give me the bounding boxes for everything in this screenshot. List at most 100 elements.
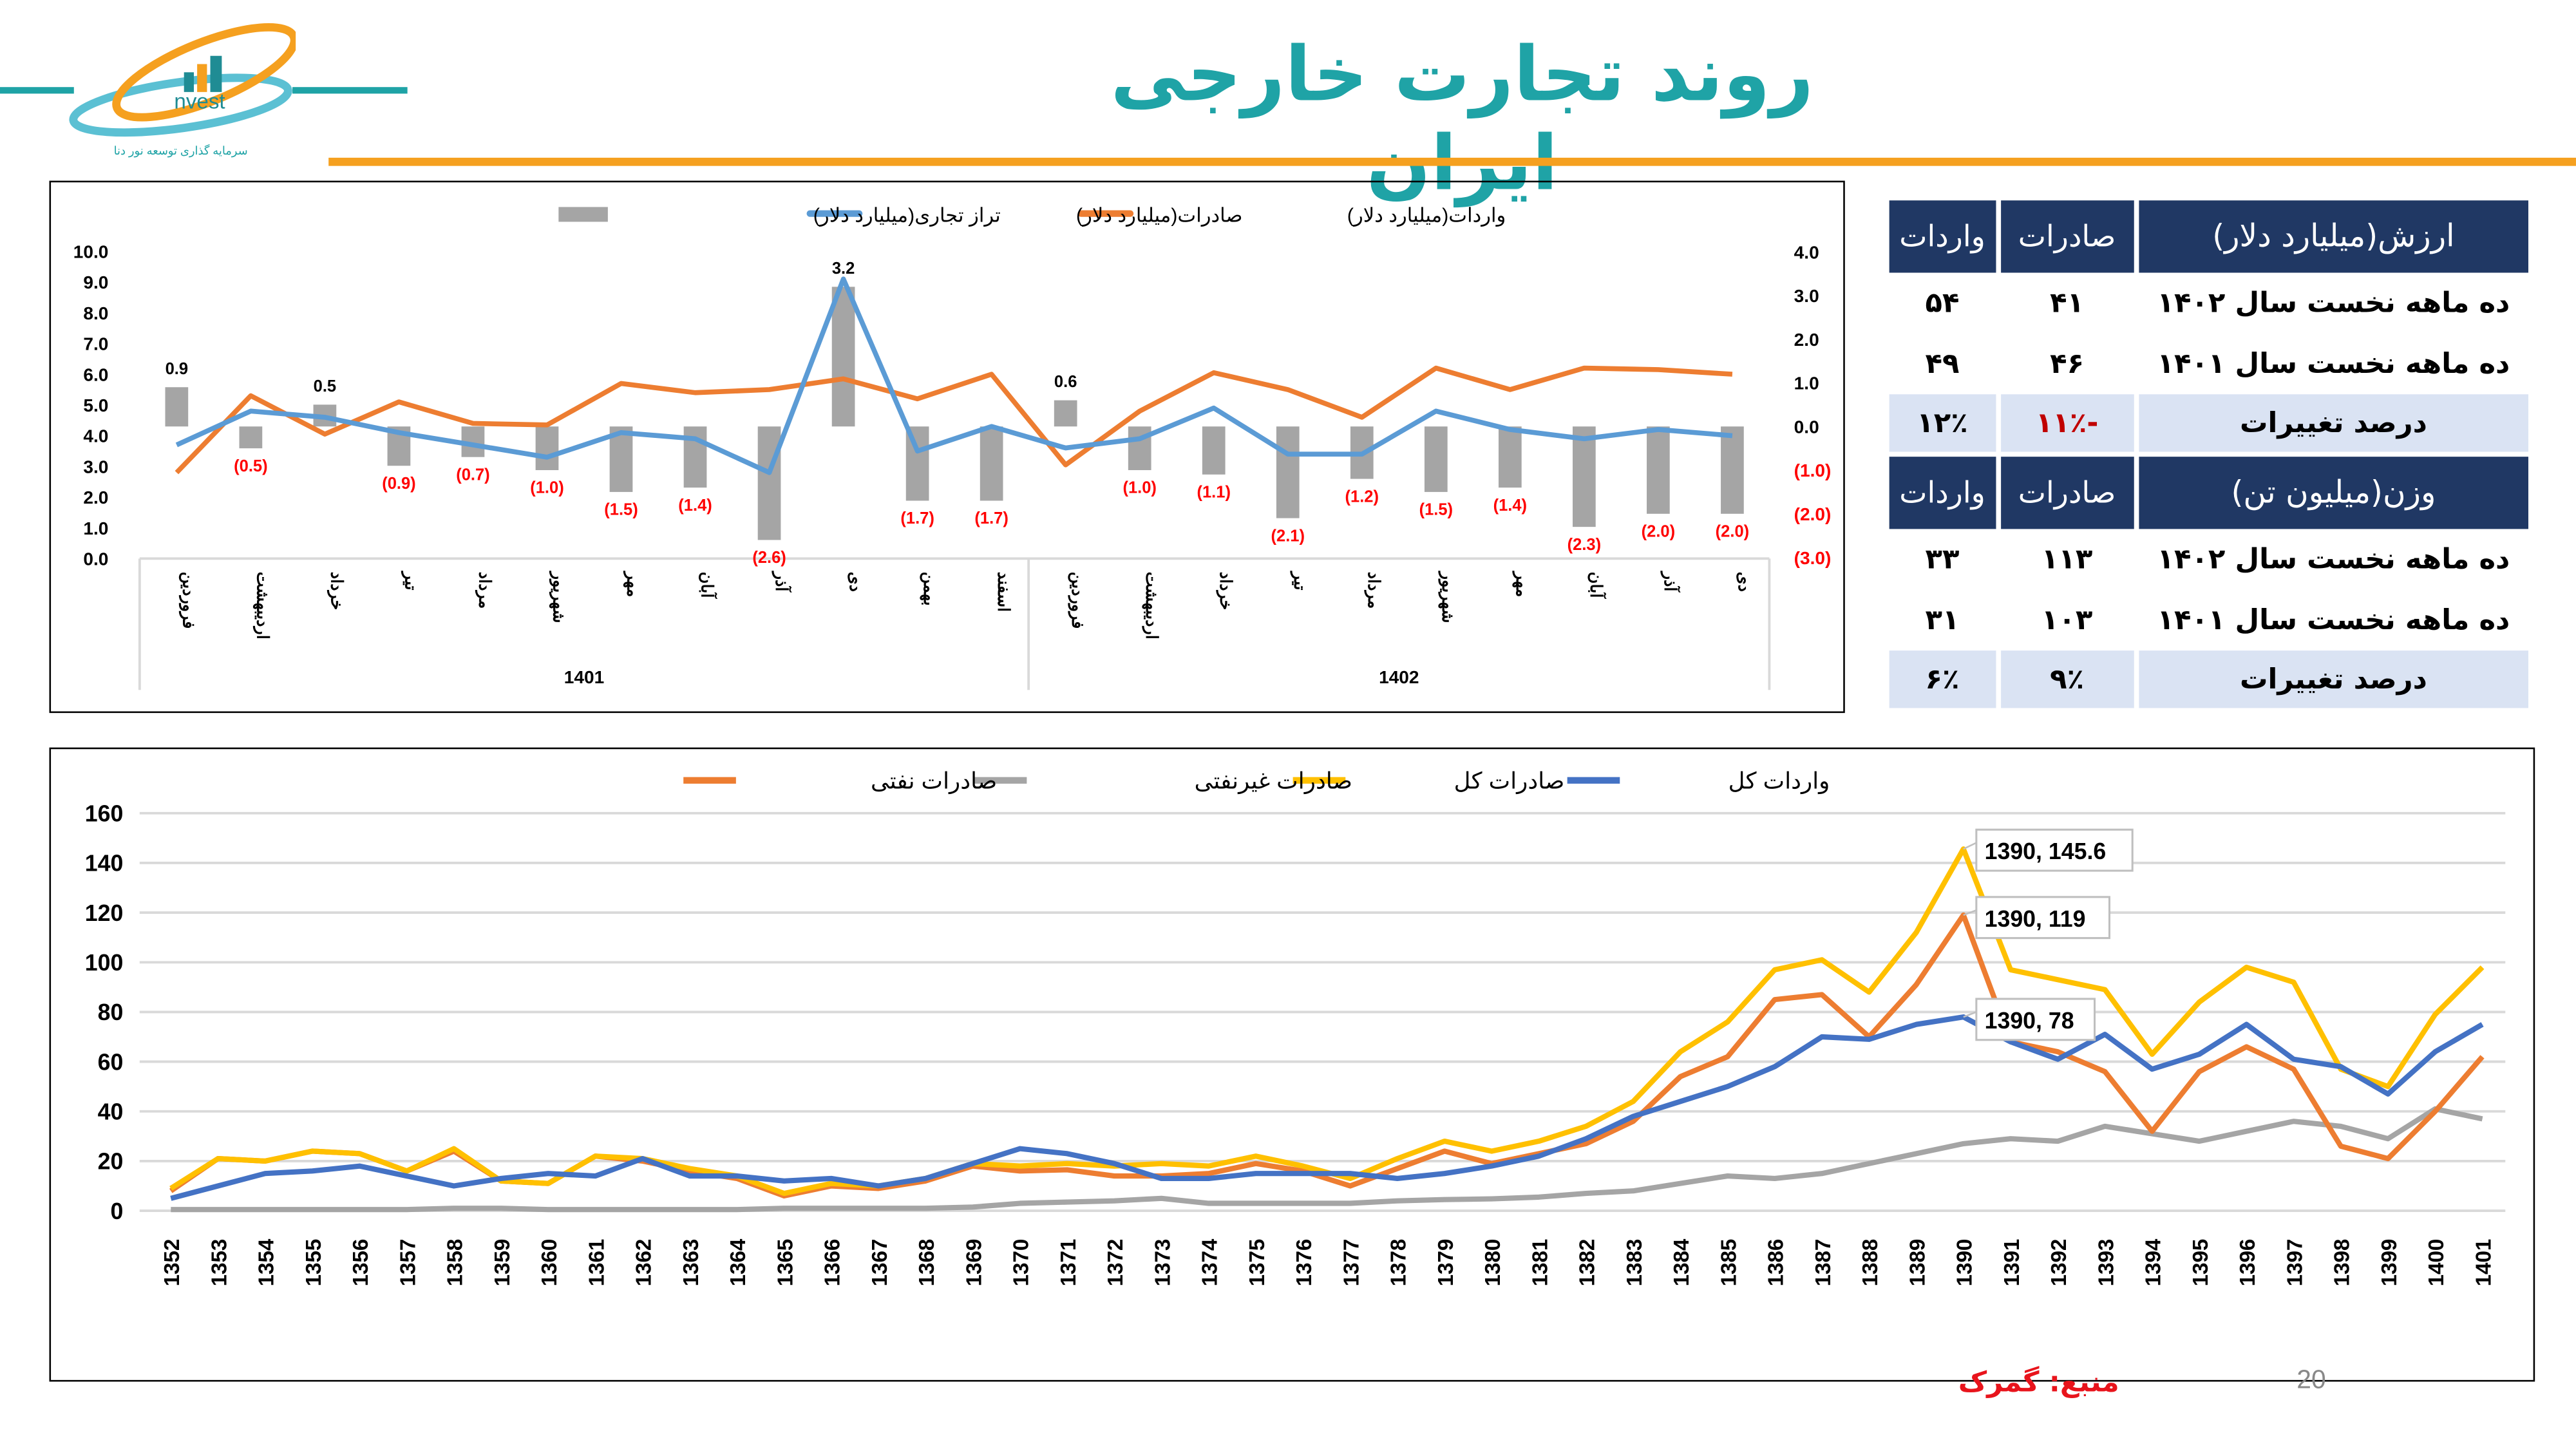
trade-balance-label: (2.0): [1642, 523, 1675, 541]
trade-balance-label: (1.7): [900, 509, 934, 527]
x-axis-tick: 1384: [1670, 1238, 1694, 1286]
total-imports-point: [2152, 1068, 2153, 1070]
non-oil-exports-point: [2246, 1131, 2247, 1132]
month-label: اسفند: [994, 572, 1012, 612]
month-label: تیر: [401, 571, 420, 591]
oil-exports-point: [1821, 994, 1823, 995]
header-rule-right: [292, 87, 408, 94]
non-oil-exports-point: [925, 1208, 926, 1209]
trade-balance-bar: [1276, 426, 1300, 518]
y-axis-tick: 60: [98, 1049, 124, 1075]
month-label: فروردین: [1068, 572, 1086, 629]
trade-balance-label: (0.7): [456, 466, 489, 484]
left-axis-tick: 9.0: [83, 272, 108, 292]
total-exports-point: [1444, 1141, 1445, 1142]
left-axis-tick: 3.0: [83, 457, 108, 477]
total-imports-point: [548, 1173, 549, 1174]
right-axis-tick: (1.0): [1794, 460, 1832, 480]
trade-balance-label: (1.4): [678, 497, 712, 515]
x-axis-tick: 1383: [1623, 1239, 1647, 1287]
exports-point: [1287, 453, 1289, 455]
imports-point: [1732, 374, 1733, 375]
left-axis-tick: 5.0: [83, 395, 108, 415]
change-row: درصد تغییرات -۱۱٪ ۱۲٪: [1889, 394, 2528, 452]
row-label: درصد تغییرات: [2138, 394, 2528, 452]
total-exports-point: [2435, 1014, 2436, 1015]
oil-exports-point: [2152, 1131, 2153, 1132]
trade-balance-label: (1.5): [1419, 501, 1453, 519]
non-oil-exports-point: [2199, 1141, 2200, 1142]
month-label: فروردین: [179, 572, 198, 629]
callout-label: 1390, 145.6: [1985, 838, 2107, 864]
non-oil-exports-point: [1727, 1175, 1728, 1177]
x-axis-tick: 1352: [160, 1239, 184, 1287]
month-label: مهر: [623, 571, 642, 597]
legend-total-imports-text: واردات کل: [1728, 768, 1830, 794]
total-imports-point: [1727, 1086, 1728, 1087]
total-imports-point: [1916, 1024, 1917, 1025]
y-axis-tick: 120: [85, 900, 124, 926]
total-imports-point: [1680, 1101, 1681, 1102]
legend-imports-text: واردات(میلیارد دلار): [1347, 204, 1506, 227]
page-number: 20: [2297, 1367, 2326, 1395]
annual-trade-chart: 0 20 40 60 80 100 120 140 160 1352 1353 1354 1355 135…: [49, 747, 2535, 1382]
table-row: ده ماهه نخست سال ۱۴۰۲ ۴۱ ۵۴: [1889, 272, 2528, 333]
y-axis-tick: 0: [110, 1198, 123, 1224]
total-exports-point: [2152, 1054, 2153, 1055]
trade-balance-bar: [1721, 426, 1744, 514]
month-label: آذر: [1660, 571, 1681, 593]
x-axis-tick: 1372: [1104, 1239, 1128, 1287]
x-axis-tick: 1380: [1481, 1239, 1505, 1287]
non-oil-exports-point: [878, 1208, 879, 1209]
trade-balance-bar: [1573, 426, 1596, 527]
trade-balance-label: (0.5): [234, 457, 267, 475]
x-axis-tick: 1387: [1812, 1239, 1835, 1287]
callout-label: 1390, 78: [1985, 1008, 2074, 1034]
non-oil-exports-point: [595, 1209, 596, 1210]
annual-trade-chart-svg: 0 20 40 60 80 100 120 140 160 1352 1353 1354 1355 135…: [85, 768, 2506, 1287]
change-row: درصد تغییرات ۹٪ ۶٪: [1889, 650, 2528, 708]
total-exports-point: [265, 1160, 266, 1162]
month-label: تیر: [1290, 571, 1309, 591]
non-oil-exports-point: [453, 1208, 455, 1209]
x-axis-tick: 1369: [962, 1239, 986, 1287]
trade-balance-bar: [1054, 400, 1077, 427]
exports-cell: ۱۱۳: [2041, 543, 2093, 576]
trade-balance-label: (2.1): [1271, 527, 1305, 545]
right-axis-tick: 0.0: [1794, 417, 1819, 437]
non-oil-exports-point: [1019, 1203, 1021, 1204]
total-imports-point: [1066, 1153, 1068, 1154]
weight-header: وزن(میلیون تن): [2138, 457, 2528, 529]
table-row: ده ماهه نخست سال ۱۴۰۲ ۱۱۳ ۳۳: [1889, 529, 2528, 589]
exports-point: [1361, 453, 1363, 455]
header-underline: [328, 157, 2576, 166]
imports-header: واردات: [1889, 457, 1996, 529]
y-axis-tick: 160: [85, 801, 124, 827]
right-axis-tick: (2.0): [1794, 504, 1832, 524]
callout-box: [1975, 896, 2111, 940]
trade-balance-label: 3.2: [832, 260, 855, 278]
trade-balance-bar: [757, 426, 781, 540]
exports-cell: ۱۰۳: [2041, 603, 2093, 637]
x-axis-tick: 1364: [726, 1238, 750, 1286]
x-axis-tick: 1395: [2189, 1239, 2213, 1287]
month-label: دی: [1735, 572, 1753, 592]
x-axis-tick: 1382: [1576, 1239, 1600, 1287]
x-axis-tick: 1359: [491, 1239, 515, 1287]
month-label: اردیبهشت: [253, 572, 272, 639]
legend-trade-balance-swatch: [558, 207, 608, 222]
imports-cell: ۴۹: [1925, 347, 1960, 381]
imports-cell: ۵۴: [1925, 287, 1960, 320]
non-oil-exports-point: [265, 1209, 266, 1210]
non-oil-exports-point: [1444, 1199, 1445, 1200]
exports-point: [1435, 411, 1437, 412]
trade-balance-bar: [1498, 426, 1522, 488]
table-row: ده ماهه نخست سال ۱۴۰۱ ۱۰۳ ۳۱: [1889, 590, 2528, 650]
x-axis-tick: 1366: [821, 1239, 845, 1287]
non-oil-exports-point: [972, 1207, 973, 1208]
trade-balance-label: (2.0): [1716, 523, 1749, 541]
month-label: آبان: [1587, 572, 1607, 600]
x-axis-tick: 1360: [538, 1239, 562, 1287]
y-axis-tick: 140: [85, 851, 124, 876]
row-label: درصد تغییرات: [2138, 650, 2528, 708]
